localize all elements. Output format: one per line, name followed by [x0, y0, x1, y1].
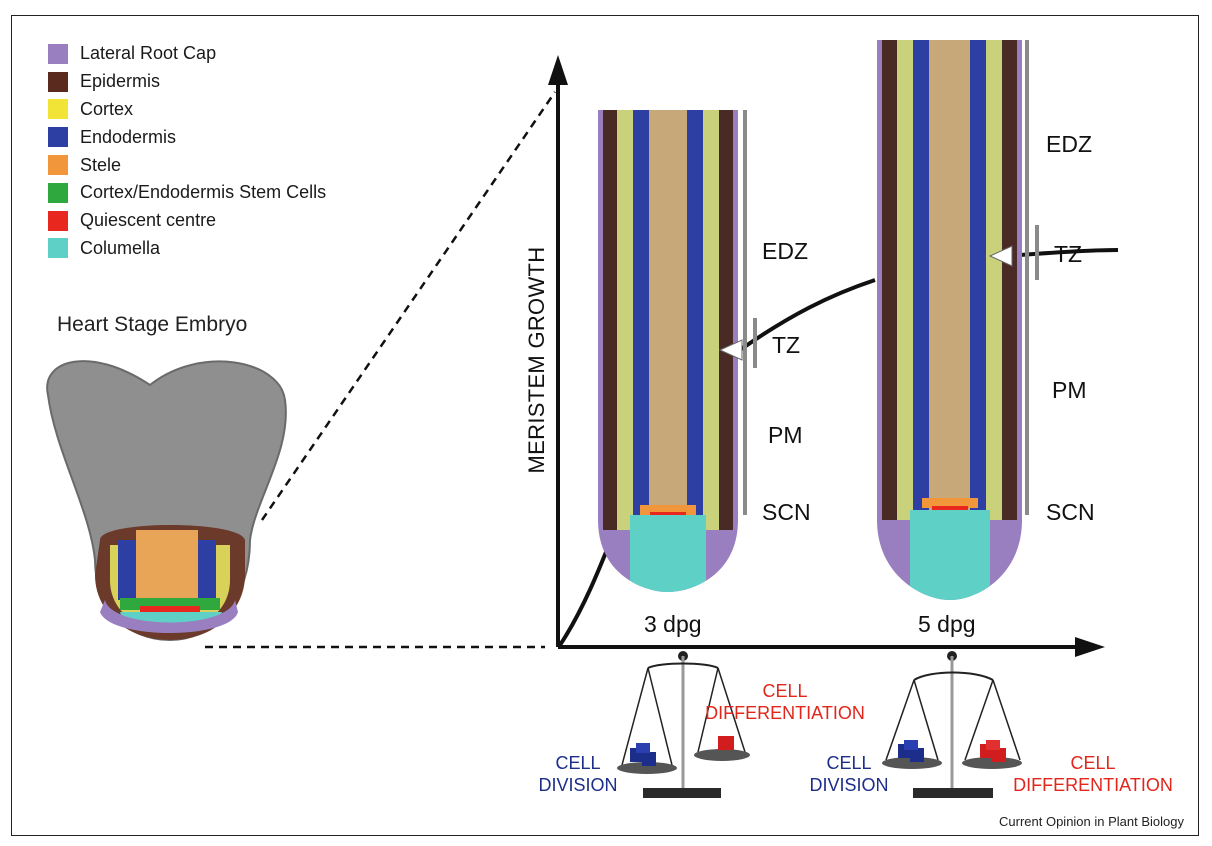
root-3dpg	[598, 110, 738, 592]
legend-item-quiescent-centre: Quiescent centre	[48, 207, 326, 235]
balance-5dpg	[882, 651, 1022, 798]
legend-swatch	[48, 71, 68, 92]
figure-frame	[11, 15, 1199, 836]
scn-label-5dpg: SCN	[1046, 499, 1095, 525]
scn-label-3dpg: SCN	[762, 499, 811, 525]
stage-label-5dpg: 5 dpg	[918, 611, 976, 637]
legend-item-cortex: Cortex	[48, 96, 326, 124]
legend-swatch	[48, 127, 68, 148]
y-axis-arrow	[548, 55, 568, 85]
legend-label: Stele	[80, 154, 122, 175]
y-axis-label: MERISTEM GROWTH	[524, 246, 549, 474]
legend-label: Cortex/Endodermis Stem Cells	[80, 182, 327, 203]
stage-label-3dpg: 3 dpg	[644, 611, 702, 637]
edz-label-3dpg: EDZ	[762, 238, 808, 264]
legend-item-epidermis: Epidermis	[48, 68, 326, 96]
projection-line-upper	[260, 91, 557, 521]
pm-label-5dpg: PM	[1052, 377, 1087, 403]
legend-item-endodermis: Endodermis	[48, 123, 326, 151]
legend-item-columella: Columella	[48, 235, 326, 263]
cell-division-label-5dpg: CELL DIVISION	[809, 753, 889, 795]
embryo-title: Heart Stage Embryo	[57, 313, 248, 336]
legend-label: Endodermis	[80, 126, 177, 147]
legend-label: Lateral Root Cap	[80, 43, 217, 64]
legend-label: Cortex	[80, 98, 134, 119]
tissue-legend: Lateral Root Cap Epidermis Cortex Endode…	[48, 40, 326, 262]
legend-swatch	[48, 182, 68, 203]
legend-item-stele: Stele	[48, 151, 326, 179]
legend-label: Columella	[80, 237, 161, 258]
tz-label-5dpg: TZ	[1054, 241, 1083, 267]
source-credit: Current Opinion in Plant Biology	[999, 814, 1184, 829]
pm-label-3dpg: PM	[768, 422, 803, 448]
legend-swatch	[48, 238, 68, 259]
legend-label: Epidermis	[80, 71, 161, 92]
heart-stage-embryo	[46, 360, 287, 642]
cell-differentiation-label-3dpg: CELL DIFFERENTIATION	[705, 681, 865, 723]
tz-arrow-5dpg	[988, 245, 1013, 267]
legend-swatch	[48, 210, 68, 231]
legend-swatch	[48, 43, 68, 64]
tz-label-3dpg: TZ	[772, 332, 801, 358]
edz-label-5dpg: EDZ	[1046, 131, 1092, 157]
legend-item-lateral-root-cap: Lateral Root Cap	[48, 40, 326, 68]
legend-swatch	[48, 99, 68, 120]
legend-item-stem-cells: Cortex/Endodermis Stem Cells	[48, 179, 326, 207]
cell-differentiation-label-5dpg: CELL DIFFERENTIATION	[1013, 753, 1173, 795]
cell-division-label-3dpg: CELL DIVISION	[538, 753, 618, 795]
legend-label: Quiescent centre	[80, 210, 217, 231]
root-5dpg	[877, 40, 1022, 600]
balance-3dpg	[617, 651, 750, 798]
tz-arrow-3dpg	[718, 339, 743, 361]
x-axis-arrow	[1075, 637, 1105, 657]
legend-swatch	[48, 155, 68, 176]
